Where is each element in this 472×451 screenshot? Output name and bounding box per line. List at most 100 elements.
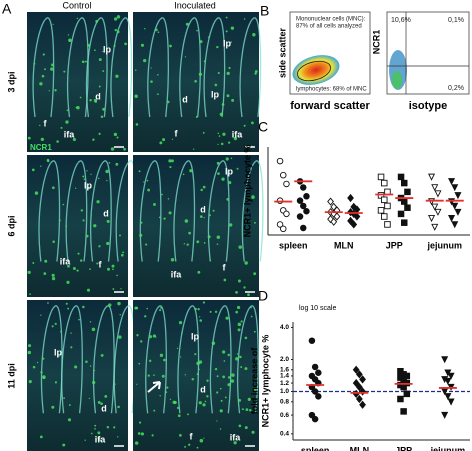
fluorescence-speck — [171, 138, 174, 140]
fluorescence-speck — [235, 310, 239, 314]
fluorescence-speck — [28, 344, 32, 348]
y-axis-label: fold increase of — [249, 347, 259, 415]
data-point — [447, 372, 455, 380]
data-point — [280, 225, 287, 233]
tissue-label: ifa — [95, 434, 106, 444]
fluorescence-speck — [112, 268, 114, 271]
data-point — [451, 202, 459, 210]
fluorescence-speck — [159, 309, 162, 312]
fluorescence-speck — [39, 124, 41, 127]
fluorescence-speck — [245, 408, 249, 412]
micrograph — [27, 12, 128, 152]
data-point — [283, 180, 290, 188]
fluorescence-speck — [147, 188, 151, 192]
fluorescence-speck — [225, 30, 228, 33]
data-point — [454, 192, 462, 200]
fluorescence-speck — [217, 172, 220, 175]
x-tick-label: jejunum — [426, 240, 462, 250]
scale-note: log 10 scale — [299, 305, 336, 312]
arrow — [147, 381, 161, 393]
fluorescence-speck — [226, 198, 230, 201]
data-point — [397, 173, 405, 181]
y-axis-label: NCR1+ lymphocyte % — [242, 145, 252, 238]
fluorescence-speck — [216, 161, 220, 165]
fluorescence-speck — [58, 219, 61, 222]
data-point — [303, 207, 310, 215]
fluorescence-speck — [214, 310, 218, 313]
villus-outline — [241, 160, 264, 262]
fluorescence-speck — [116, 136, 119, 139]
fluorescence-speck — [144, 28, 146, 30]
fluorescence-speck — [138, 362, 141, 365]
fluorescence-speck — [143, 58, 147, 63]
fluorescence-speck — [41, 74, 45, 78]
fluorescence-speck — [227, 353, 230, 357]
fluorescence-speck — [78, 318, 80, 321]
fluorescence-speck — [207, 36, 210, 38]
fluorescence-speck — [86, 288, 91, 292]
villus-outline — [38, 160, 61, 262]
villus-outline — [239, 17, 262, 118]
stain-label-bg — [28, 143, 54, 152]
fluorescence-speck — [253, 388, 257, 391]
fluorescence-speck — [108, 161, 111, 164]
fluorescence-speck — [39, 82, 43, 86]
quadrant-value: 0,2% — [448, 85, 464, 92]
fluorescence-speck — [89, 268, 91, 271]
villus-outline — [145, 305, 167, 414]
fluorescence-speck — [66, 109, 69, 112]
fluorescence-speck — [226, 71, 230, 76]
data-point — [359, 400, 366, 409]
data-point — [296, 197, 304, 204]
fluorescence-speck — [93, 224, 97, 228]
fluorescence-speck — [230, 26, 235, 30]
fluorescence-speck — [252, 33, 256, 37]
fluorescence-speck — [54, 89, 57, 92]
axis-label: isotype — [409, 100, 448, 112]
fluorescence-speck — [217, 71, 220, 75]
data-point — [431, 184, 439, 192]
fluorescence-speck — [170, 257, 175, 262]
fluorescence-speck — [44, 68, 46, 71]
fluorescence-speck — [228, 181, 232, 185]
fluorescence-speck — [92, 138, 95, 141]
villus-outline — [203, 17, 226, 118]
fluorescence-speck — [161, 193, 163, 196]
fluorescence-speck — [52, 240, 55, 243]
fluorescence-speck — [219, 112, 224, 117]
fluorescence-speck — [218, 135, 221, 137]
fluorescence-speck — [77, 252, 80, 255]
fluorescence-speck — [251, 195, 255, 199]
fluorescence-speck — [199, 40, 203, 44]
fluorescence-speck — [209, 259, 211, 262]
fluorescence-speck — [52, 23, 54, 25]
fluorescence-speck — [188, 443, 191, 446]
y-tick-label: 0.8 — [280, 399, 289, 406]
data-point — [308, 337, 316, 344]
axis-label: side scatter — [277, 27, 287, 78]
data-point — [350, 220, 358, 229]
column-header: Inoculated — [174, 0, 216, 10]
fluorescence-speck — [136, 334, 139, 337]
fluorescence-speck — [254, 70, 258, 73]
tissue-label: f — [223, 262, 227, 272]
fluorescence-speck — [168, 159, 172, 163]
data-point — [397, 395, 404, 403]
fluorescence-speck — [236, 167, 239, 170]
data-point — [454, 208, 462, 216]
data-point — [377, 207, 385, 214]
data-point — [352, 365, 360, 374]
fluorescence-speck — [68, 404, 71, 406]
fluorescence-speck — [243, 286, 246, 289]
fluorescence-speck — [172, 400, 176, 405]
fluorescence-speck — [223, 360, 226, 362]
data-point — [300, 224, 307, 232]
tissue-label: lp — [54, 347, 63, 357]
data-point — [448, 178, 456, 186]
fluorescence-speck — [206, 395, 209, 398]
villus-outline — [110, 17, 133, 118]
fluorescence-speck — [240, 320, 243, 323]
fluorescence-speck — [119, 313, 121, 316]
fluorescence-speck — [194, 80, 197, 83]
fluorescence-speck — [117, 405, 120, 409]
